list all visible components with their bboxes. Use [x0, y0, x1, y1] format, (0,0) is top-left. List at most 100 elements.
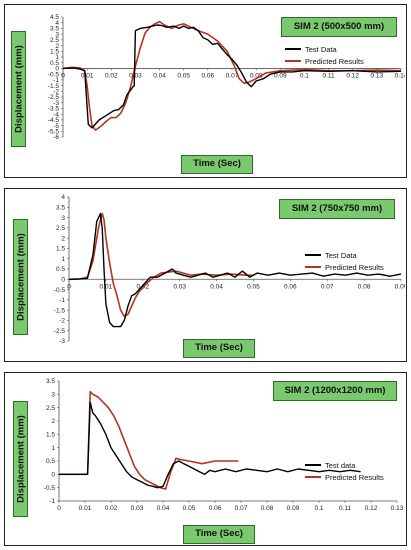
legend-swatch-test — [285, 47, 301, 51]
x-axis-label-1: Time (Sec) — [181, 155, 253, 174]
chart-panel-3: 3.5 3 2.5 2 1.5 1 0.5 0 -0.5 -1 0 0.01 0.02 0.03 0.04 0… — [4, 372, 407, 546]
y-tick-label: 3.5 — [50, 26, 59, 33]
y-tick-label: 1 — [61, 256, 65, 263]
y-tick-label: 2.5 — [46, 405, 55, 412]
series-line-predicted — [62, 20, 402, 131]
y-tick-label: 2 — [51, 418, 55, 425]
x-tick-label: 0.03 — [131, 505, 144, 512]
legend-swatch-test — [305, 253, 321, 257]
legend-label: Test data — [325, 460, 356, 470]
legend-item-predicted: Predicted Results — [305, 261, 384, 273]
y-axis-label-text-1: Displacement (mm) — [13, 45, 24, 133]
y-tick-label: 3 — [51, 392, 55, 399]
x-tick-label: 0.01 — [100, 283, 113, 290]
y-axis-label-1: Displacement (mm) — [11, 31, 26, 147]
chart-title-1: SIM 2 (500x500 mm) — [281, 17, 397, 37]
y-tick-label: 3.5 — [46, 378, 55, 385]
y-tick-label: -3 — [59, 338, 65, 345]
x-tick-label: 0.11 — [322, 72, 335, 79]
y-tick-label: -1.5 — [54, 307, 66, 314]
y-tick-label: 2 — [61, 235, 65, 242]
chart-plot-1: 4.543.532.521.510.50-0.5-1-1.5-2-2.5-3-3… — [48, 14, 405, 141]
chart-title-2: SIM 2 (750x750 mm) — [279, 199, 395, 219]
y-tick-label: -1 — [53, 77, 59, 84]
legend-item-predicted: Predicted Results — [305, 471, 384, 483]
y-tick-label: 1 — [55, 54, 59, 61]
x-tick-label: 0.06 — [209, 505, 222, 512]
series-line-predicted — [68, 212, 254, 318]
legend-item-test: Test data — [305, 459, 384, 471]
y-tick-label: -0.5 — [48, 71, 60, 78]
legend-swatch-test — [305, 463, 321, 467]
y-tick-label: 1.5 — [56, 246, 65, 253]
series-line-predicted — [59, 390, 239, 490]
x-tick-label: 0.06 — [284, 283, 297, 290]
legend-3: Test data Predicted Results — [305, 459, 384, 483]
x-tick-label: 0.1 — [300, 72, 309, 79]
y-tick-label: 3 — [55, 31, 59, 38]
y-tick-label: 0 — [51, 472, 55, 479]
x-tick-label: 0.05 — [247, 283, 260, 290]
chart-panel-2: 4 3.5 3 2.5 2 1.5 1 0.5 0 -0.5 -1 -1.5 -2 -2.5 -3 0 0.01… — [4, 188, 407, 362]
y-tick-label: 0.5 — [56, 266, 65, 273]
x-tick-label: 0.06 — [202, 72, 215, 79]
y-tick-label: 3.5 — [56, 204, 65, 211]
y-axis-label-text-3: Displacement (mm) — [15, 415, 26, 503]
x-tick-label: 0.08 — [261, 505, 274, 512]
y-tick-label: -2.5 — [48, 94, 60, 101]
y-tick-label: 1.5 — [50, 48, 59, 55]
legend-label: Test Data — [325, 250, 357, 260]
y-tick-label: -0.5 — [44, 485, 56, 492]
chart-plot-3: 3.532.521.510.50-0.5-10 0.01 0.02 0.03 0.04 0… — [44, 378, 404, 512]
y-tick-label: -2 — [53, 88, 59, 95]
x-tick-label: 0.07 — [235, 505, 248, 512]
legend-swatch-predicted — [305, 475, 321, 479]
x-axis-label-3: Time (Sec) — [183, 525, 255, 544]
x-tick-label: 0.01 — [79, 505, 92, 512]
x-tick-label: 0.08 — [358, 283, 371, 290]
series-line-test — [68, 212, 402, 328]
y-tick-label: 3 — [61, 215, 65, 222]
y-tick-label: -3.5 — [48, 106, 60, 113]
legend-swatch-predicted — [285, 59, 301, 63]
y-tick-label: -2 — [59, 318, 65, 325]
y-axis-label-2: Displacement (mm) — [13, 219, 28, 335]
x-tick-label: 0.07 — [226, 72, 239, 79]
x-tick-label: 0.1 — [314, 505, 323, 512]
x-tick-label: 0.13 — [391, 505, 404, 512]
y-tick-label: -4 — [53, 111, 59, 118]
x-tick-label: 0.13 — [371, 72, 384, 79]
y-tick-label: 2 — [55, 43, 59, 50]
chart-title-3: SIM 2 (1200x1200 mm) — [273, 381, 397, 401]
y-tick-label: -5.5 — [48, 128, 60, 135]
legend-1: Test Data Predicted Results — [285, 43, 364, 67]
x-axis-label-2: Time (Sec) — [183, 339, 255, 358]
x-tick-label: 0.05 — [183, 505, 196, 512]
y-tick-label: -3 — [53, 100, 59, 107]
series-line-test — [59, 401, 361, 489]
legend-label: Predicted Results — [305, 56, 364, 66]
x-tick-label: 0 — [67, 283, 71, 290]
x-tick-label: 0.01 — [81, 72, 94, 79]
x-tick-label: 0.04 — [153, 72, 166, 79]
x-tick-label: 0.14 — [395, 72, 405, 79]
x-tick-label: 0.08 — [250, 72, 263, 79]
y-tick-label: -4.5 — [48, 117, 60, 124]
y-tick-label: 2.5 — [56, 225, 65, 232]
x-tick-label: 0.09 — [274, 72, 287, 79]
x-tick-label: 0.03 — [129, 72, 142, 79]
x-tick-label: 0 — [61, 72, 65, 79]
y-axis-label-text-2: Displacement (mm) — [15, 233, 26, 321]
y-tick-label: 0.5 — [46, 458, 55, 465]
y-tick-label: 0 — [61, 276, 65, 283]
x-tick-label: 0.09 — [395, 283, 405, 290]
legend-label: Predicted Results — [325, 262, 384, 272]
legend-label: Predicted Results — [325, 472, 384, 482]
y-axis-label-3: Displacement (mm) — [13, 401, 28, 517]
x-tick-label: 0.09 — [287, 505, 300, 512]
y-tick-label: 0 — [55, 66, 59, 73]
legend-swatch-predicted — [305, 265, 321, 269]
y-tick-label: -5 — [53, 123, 59, 130]
x-tick-label: 0 — [57, 505, 61, 512]
x-tick-label: 0.04 — [210, 283, 223, 290]
